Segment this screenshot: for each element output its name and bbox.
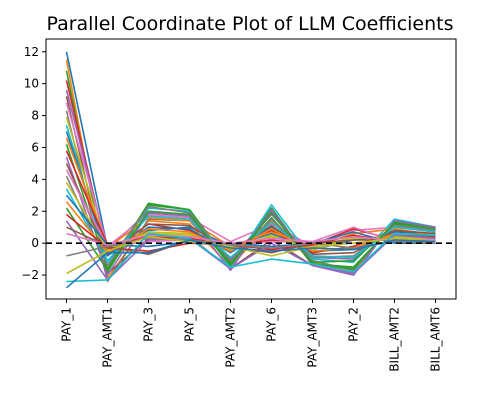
y-tick-label: 12 [24,45,39,59]
y-tick-label: −2 [21,268,39,282]
x-tick-label: PAY_6 [265,307,279,342]
y-tick-label: 8 [31,109,39,123]
x-tick-label: BILL_AMT2 [388,307,402,372]
x-tick-label: PAY_5 [183,307,197,342]
series-line-25 [65,220,436,281]
axes-layer: −2 0 2 4 6 8 10 12 PAY_1 PAY_AMT1 PAY_3 PAY_5 PAY_AM… [21,38,457,372]
x-tick-label: PAY_1 [60,307,74,342]
y-tick-label: 0 [31,236,39,250]
series-line-30 [66,232,436,283]
series-line-7 [65,102,436,248]
y-tick-label: 6 [31,140,39,154]
x-tick-label: PAY_AMT1 [101,307,115,368]
x-tick-label: PAY_2 [347,307,361,342]
y-tick-label: 4 [31,172,39,186]
y-tick-label: 2 [31,204,39,218]
x-tick-label: PAY_AMT2 [224,307,238,368]
series-line-31 [65,239,436,289]
series-line-27 [66,232,436,246]
x-tick-label: PAY_3 [142,307,156,342]
axes-frame [45,38,457,300]
x-tick-label: PAY_AMT3 [306,307,320,368]
chart-title: Parallel Coordinate Plot of LLM Coeffici… [46,13,453,35]
x-tick-label: BILL_AMT6 [429,307,443,372]
y-tick-label: 10 [24,77,39,91]
series-layer [65,51,436,289]
